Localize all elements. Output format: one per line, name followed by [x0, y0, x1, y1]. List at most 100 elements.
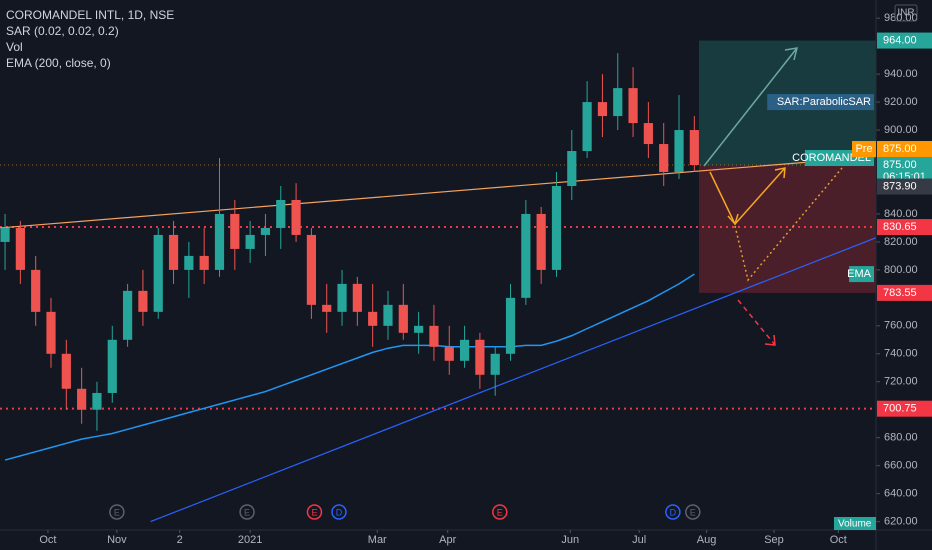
candle-body: [368, 311, 378, 326]
x-tick-label: Jul: [632, 534, 646, 546]
candle-body: [0, 227, 10, 242]
price-axis: 980.00940.00920.00900.00840.00820.00800.…: [876, 12, 918, 528]
candle-body: [214, 213, 225, 270]
candle-body: [199, 255, 209, 270]
candle-body: [260, 227, 271, 235]
price-label-box: [877, 284, 932, 301]
tag-box: [767, 94, 874, 111]
candle-body: [628, 88, 638, 124]
candle-body: [15, 227, 25, 270]
tag-label: SAR:ParabolicSAR: [777, 96, 871, 108]
currency[interactable]: INR: [897, 8, 914, 19]
tag-label: COROMANDEL: [792, 152, 871, 164]
candle-body: [674, 130, 684, 173]
price-label-box: [877, 178, 932, 195]
price-label-box: [877, 400, 932, 417]
pre-box: [852, 141, 876, 158]
candle-body: [31, 269, 41, 312]
event-label: E: [311, 507, 317, 517]
indicator-label: Vol: [6, 40, 23, 54]
candle-body: [475, 339, 485, 375]
candle-body: [536, 213, 546, 270]
candle-body: [613, 88, 623, 117]
x-tick-label: Sep: [764, 534, 784, 546]
candle-body: [643, 123, 653, 145]
price-label: 783.55: [883, 287, 917, 299]
y-tick-label: 740.00: [884, 348, 918, 360]
event-marker: [685, 504, 701, 520]
candle-body: [383, 304, 393, 326]
candle-body: [230, 213, 240, 249]
candle-body: [352, 283, 362, 312]
y-tick-label: 920.00: [884, 96, 918, 108]
pre-price: 875.00: [883, 143, 917, 155]
candle-body: [444, 346, 454, 361]
price-label: 700.75: [883, 403, 917, 415]
event-label: E: [244, 507, 250, 517]
candle-body: [521, 213, 531, 298]
pre-name: Pre: [855, 143, 872, 155]
y-tick-label: 940.00: [884, 68, 918, 80]
y-tick-label: 620.00: [884, 516, 918, 528]
candle-body: [459, 339, 470, 361]
candle-body: [184, 255, 194, 270]
y-tick-label: 760.00: [884, 320, 918, 332]
y-tick-label: 820.00: [884, 236, 918, 248]
x-tick-label: Jun: [561, 534, 579, 546]
candle-body: [505, 297, 516, 354]
y-tick-label: 680.00: [884, 432, 918, 444]
price-label-box: [877, 32, 932, 49]
indicator-label: SAR (0.02, 0.02, 0.2): [6, 24, 119, 38]
currency-box[interactable]: [894, 4, 918, 22]
candle-body: [414, 325, 424, 333]
price-label: 875.00: [883, 159, 917, 171]
candle-body: [291, 199, 301, 235]
candle-body: [306, 234, 316, 305]
candle-body: [490, 353, 500, 375]
candle-body: [582, 102, 592, 152]
event-marker: [306, 504, 323, 520]
y-tick-label: 840.00: [884, 208, 918, 220]
x-tick-label: Oct: [830, 534, 847, 546]
event-marker: [665, 504, 681, 520]
event-label: E: [497, 507, 503, 517]
tag-box: [849, 266, 874, 283]
candle-body: [92, 392, 102, 410]
x-tick-label: Mar: [368, 534, 387, 546]
candle-body: [77, 388, 87, 410]
candle-body: [153, 234, 163, 312]
price-label: 964.00: [883, 34, 917, 46]
volume-box: [834, 517, 876, 530]
candle-body: [46, 311, 56, 354]
symbol-title: COROMANDEL INTL, 1D, NSE: [6, 8, 174, 22]
x-tick-label: Aug: [697, 534, 717, 546]
tag-label: EMA: [847, 268, 872, 280]
trend-line: [150, 237, 876, 523]
candle-body: [122, 290, 133, 340]
candle-body: [689, 130, 699, 166]
price-label: 873.90: [883, 180, 917, 192]
candle-body: [276, 199, 286, 228]
x-tick-label: Oct: [39, 534, 56, 546]
y-tick-label: 900.00: [884, 124, 918, 136]
candle-body: [398, 304, 408, 333]
x-tick-label: 2021: [238, 534, 262, 546]
event-marker: [492, 504, 508, 520]
x-tick-label: Apr: [439, 534, 456, 546]
event-label: D: [670, 507, 677, 517]
candle-body: [551, 185, 562, 270]
candle-body: [245, 234, 255, 249]
price-label-box: [877, 219, 932, 236]
event-label: E: [690, 507, 696, 517]
candle-body: [597, 102, 608, 117]
x-tick-label: Nov: [107, 534, 127, 546]
event-label: E: [114, 507, 120, 517]
event-marker: [239, 504, 255, 520]
trend-line: [0, 156, 876, 229]
candle-body: [138, 290, 148, 312]
volume-label: Volume: [838, 519, 872, 530]
candle-body: [337, 283, 347, 312]
y-tick-label: 800.00: [884, 264, 918, 276]
indicator-label: EMA (200, close, 0): [6, 56, 111, 70]
